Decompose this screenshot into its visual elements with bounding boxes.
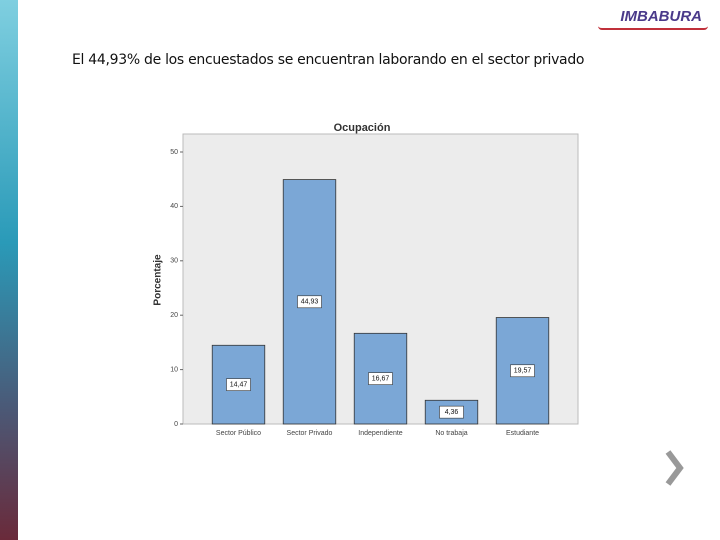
slide-text: El 44,93% de los encuestados se encuentr… <box>72 52 585 68</box>
y-tick-label: 0 <box>174 421 178 428</box>
value-label-box <box>297 295 322 309</box>
x-tick-label: Sector Privado <box>287 430 333 437</box>
value-label: 4,36 <box>445 409 459 416</box>
value-label: 16,67 <box>372 376 390 383</box>
y-tick-label: 10 <box>170 366 178 373</box>
y-axis-label: Porcentaje <box>153 254 164 306</box>
value-label-box <box>226 378 251 391</box>
y-tick-label: 20 <box>170 312 178 319</box>
value-label-box <box>368 372 393 385</box>
side-strip <box>0 0 18 540</box>
value-label: 44,93 <box>301 299 319 306</box>
chart-title: Ocupación <box>334 122 391 134</box>
x-tick-label: Independiente <box>358 430 402 437</box>
logo: IMBABURA <box>598 4 708 30</box>
x-tick-label: Estudiante <box>506 430 539 437</box>
value-label: 19,57 <box>514 368 532 375</box>
value-label-box <box>510 364 535 378</box>
next-arrow[interactable] <box>665 450 684 486</box>
x-tick-label: Sector Público <box>216 430 261 437</box>
y-tick-label: 30 <box>170 258 178 265</box>
value-label-box <box>439 405 464 419</box>
value-label: 14,47 <box>230 381 248 388</box>
y-tick-label: 50 <box>170 149 178 156</box>
y-tick-label: 40 <box>170 203 178 210</box>
x-tick-label: No trabaja <box>435 430 467 437</box>
